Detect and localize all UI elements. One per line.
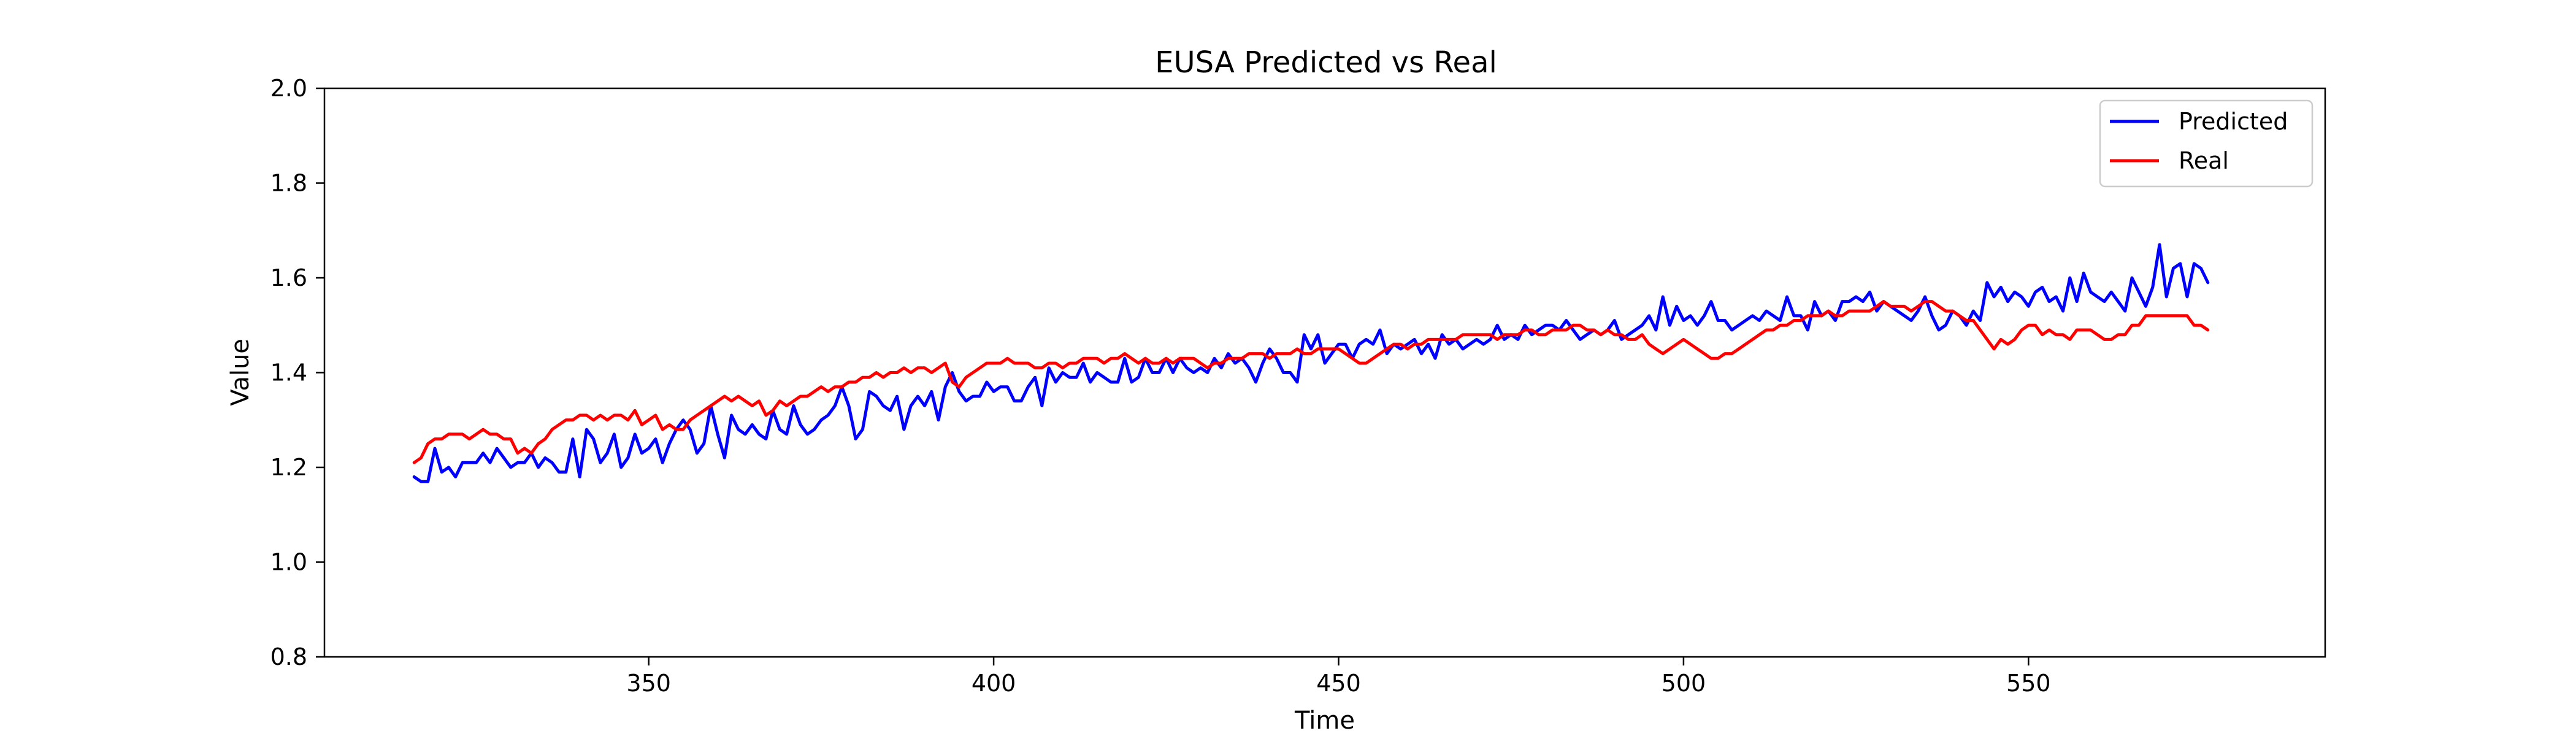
x-axis-ticks: 350 400 450 500 550 — [626, 657, 2051, 697]
x-tick-label: 450 — [1316, 670, 1361, 697]
y-tick-label: 1.0 — [270, 549, 307, 576]
y-tick-label: 1.6 — [270, 264, 307, 291]
x-tick-label: 350 — [626, 670, 671, 697]
y-tick-label: 0.8 — [270, 643, 307, 670]
y-tick-label: 1.2 — [270, 454, 307, 481]
series-line-predicted — [412, 243, 2210, 483]
x-tick-label: 500 — [1662, 670, 1706, 697]
x-tick-label: 400 — [972, 670, 1016, 697]
legend-label-predicted: Predicted — [2179, 108, 2288, 135]
y-tick-label: 1.8 — [270, 170, 307, 197]
x-tick-label: 550 — [2006, 670, 2051, 697]
plot-frame — [323, 87, 2326, 658]
y-tick-label: 1.4 — [270, 359, 307, 386]
legend: Predicted Real — [2099, 99, 2313, 188]
legend-label-real: Real — [2179, 147, 2229, 174]
y-axis-label: Value — [226, 339, 255, 406]
y-axis-ticks: 0.8 1.0 1.2 1.4 1.6 1.8 2.0 — [270, 75, 324, 670]
y-tick-label: 2.0 — [270, 75, 307, 102]
series-line-real — [412, 300, 2210, 464]
chart-title: EUSA Predicted vs Real — [1155, 45, 1497, 80]
x-axis-label: Time — [1294, 707, 1355, 735]
